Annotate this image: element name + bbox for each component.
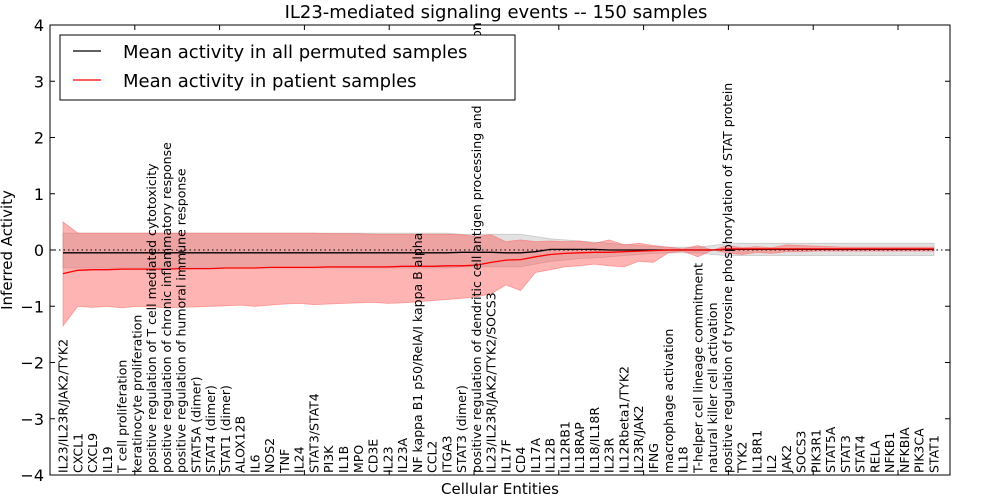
y-tick-label: −1 <box>20 297 44 316</box>
category-label: PI3K <box>321 445 336 473</box>
category-label: MPO <box>351 445 366 473</box>
category-label: STAT4 (dimer) <box>203 385 218 473</box>
category-label: positive regulation of dendritic cell an… <box>469 22 484 473</box>
category-label: IFNG <box>646 443 661 473</box>
category-label: positive regulation of humoral immune re… <box>174 168 189 473</box>
line-patient-mean <box>62 248 934 275</box>
category-label: STAT3 (dimer) <box>454 385 469 473</box>
category-label: IL12Rbeta1/TYK2 <box>617 366 632 473</box>
y-tick-label: 1 <box>34 185 44 204</box>
y-tick-label: 0 <box>34 241 44 260</box>
category-label: ALOX12B <box>233 416 248 473</box>
legend: Mean activity in all permuted samples Me… <box>59 34 516 101</box>
y-tick-label: 4 <box>34 16 44 35</box>
category-label: IL18R1 <box>749 430 764 473</box>
category-label: IL12B <box>543 438 558 473</box>
category-label: STAT5A (dimer) <box>188 377 203 473</box>
band-patient <box>62 221 935 328</box>
y-tick-label: 2 <box>34 129 44 148</box>
category-label: PIK3CA <box>912 428 927 473</box>
category-label: macrophage activation <box>661 329 676 473</box>
category-label: IL23R <box>602 437 617 473</box>
series-lines <box>62 248 934 275</box>
category-label: IL6 <box>247 454 262 473</box>
category-label: IL17A <box>528 437 543 473</box>
legend-label-permuted: Mean activity in all permuted samples <box>123 42 467 63</box>
category-label: IL12RB1 <box>557 421 572 473</box>
band-permuted <box>62 232 935 269</box>
category-label: CCL2 <box>425 441 440 473</box>
category-label: STAT5A <box>823 426 838 473</box>
category-label: STAT3 <box>838 435 853 473</box>
chart-title: IL23-mediated signaling events -- 150 sa… <box>285 2 708 23</box>
category-label: CD3E <box>366 439 381 473</box>
category-label: keratinocyte proliferation <box>129 315 144 473</box>
y-tick-label: −3 <box>20 410 44 429</box>
category-label: IL1B <box>336 446 351 473</box>
category-label: positive regulation of chronic inflammat… <box>159 142 174 473</box>
category-label: CXCL1 <box>70 433 85 473</box>
y-tick-label: −4 <box>20 466 44 485</box>
category-label: STAT1 (dimer) <box>218 385 233 473</box>
legend-label-patient: Mean activity in patient samples <box>123 71 417 92</box>
category-label: CXCL9 <box>85 433 100 473</box>
category-label: ITGA3 <box>439 435 454 473</box>
category-label: CD4 <box>513 447 528 473</box>
category-label: NOS2 <box>262 438 277 473</box>
category-label: positive regulation of tyrosine phosphor… <box>720 83 735 473</box>
category-label: T cell proliferation <box>115 360 130 474</box>
category-label: IL2 <box>764 454 779 473</box>
category-label: IL23 <box>380 446 395 473</box>
category-label: JAK2 <box>779 445 794 474</box>
category-label: SOCS3 <box>794 431 809 473</box>
category-label: T-helper cell lineage commitment <box>690 263 705 474</box>
category-label: NFKB1 <box>882 432 897 473</box>
confidence-bands <box>62 221 935 328</box>
category-label: RELA <box>867 440 882 473</box>
y-tick-label: −2 <box>20 354 44 373</box>
category-label: IL23/IL23R/JAK2/TYK2 <box>56 339 71 473</box>
category-label: IL23R/JAK2 <box>631 405 646 473</box>
category-label: natural killer cell activation <box>705 302 720 473</box>
category-label: STAT4 <box>853 435 868 473</box>
category-labels: IL23/IL23R/JAK2/TYK2 CXCL1 CXCL9 IL19 T cell… <box>56 22 942 474</box>
category-label: IL24 <box>292 446 307 473</box>
category-label: NFKBIA <box>897 427 912 473</box>
legend-box <box>59 34 516 101</box>
category-label: PIK3R1 <box>808 429 823 473</box>
y-tick-labels: −4 −3 −2 −1 0 1 2 3 4 <box>20 16 44 485</box>
category-label: IL18RAP <box>572 422 587 473</box>
axis-ticks <box>50 24 950 476</box>
x-axis-title: Cellular Entities <box>441 480 559 498</box>
category-label: IL18/IL18R <box>587 407 602 473</box>
category-label: IL19 <box>100 446 115 473</box>
y-tick-label: 3 <box>34 72 44 91</box>
category-label: positive regulation of T cell mediated c… <box>144 163 159 473</box>
category-label: STAT3/STAT4 <box>307 393 322 473</box>
category-label: IL18 <box>676 446 691 473</box>
y-axis-title: Inferred Activity <box>0 190 16 310</box>
category-label: IL23A <box>395 437 410 473</box>
category-label: TNF <box>277 449 292 474</box>
category-label: NF kappa B1 p50/RelA/I kappa B alpha <box>410 233 425 473</box>
category-label: TYK2 <box>735 442 750 474</box>
category-label: STAT1 <box>927 435 942 473</box>
category-label: IL17F <box>498 439 513 473</box>
category-label: IL23/IL23R/JAK2/TYK2/SOCS3 <box>484 292 499 473</box>
